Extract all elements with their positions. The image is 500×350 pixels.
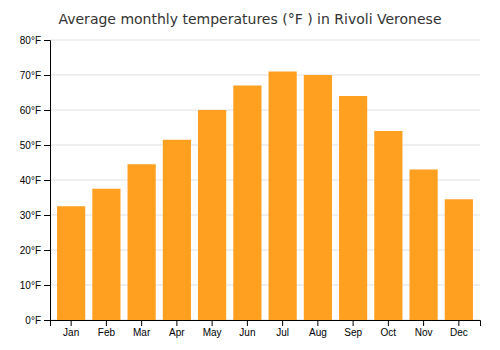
y-tick-label: 30°F	[20, 210, 41, 221]
x-tick-label: Sep	[344, 327, 362, 338]
x-axis-line	[51, 321, 481, 327]
bar	[128, 164, 156, 320]
y-tick: 10°F	[20, 280, 50, 291]
y-axis: 0°F 10°F 20°F 30°F 40°F 50°F 60°F 70°F 80°F	[20, 35, 51, 326]
bar	[445, 199, 473, 320]
x-tick-mark	[458, 320, 459, 326]
x-tick-label: Apr	[169, 327, 185, 338]
bar	[269, 72, 297, 321]
bar	[198, 110, 226, 320]
bar	[339, 96, 367, 320]
bar	[304, 75, 332, 320]
plot-area: 0°F 10°F 20°F 30°F 40°F 50°F 60°F 70°F 80°F Jan Fe…	[20, 35, 481, 338]
y-tick-mark	[44, 75, 50, 76]
x-tick-label: Aug	[309, 327, 327, 338]
y-tick: 60°F	[20, 105, 50, 116]
y-tick-label: 20°F	[20, 245, 41, 256]
y-tick-mark	[44, 145, 50, 146]
x-tick-label: Mar	[133, 327, 151, 338]
x-tick: Sep	[344, 320, 362, 338]
y-tick-label: 40°F	[20, 175, 41, 186]
y-tick: 0°F	[25, 315, 50, 326]
y-tick-mark	[44, 180, 50, 181]
y-tick-label: 70°F	[20, 70, 41, 81]
x-tick-mark	[247, 320, 248, 326]
x-tick-mark	[141, 320, 142, 326]
y-tick-label: 0°F	[25, 315, 41, 326]
x-tick: Aug	[309, 320, 327, 338]
grid	[50, 40, 480, 320]
bar	[92, 189, 120, 320]
x-tick-mark	[282, 320, 283, 326]
x-tick-label: Dec	[450, 327, 468, 338]
y-tick-mark	[44, 250, 50, 251]
y-tick-mark	[44, 110, 50, 111]
x-tick-mark	[106, 320, 107, 326]
y-tick-mark	[44, 320, 50, 321]
grid-line	[50, 110, 480, 111]
x-tick-mark	[423, 320, 424, 326]
grid-line	[50, 40, 480, 41]
x-axis: Jan Feb Mar Apr May Jun Jul Aug Sep Oct Nov Dec	[51, 320, 481, 338]
x-tick: Oct	[381, 320, 397, 338]
x-tick: Mar	[133, 320, 151, 338]
y-tick: 30°F	[20, 210, 50, 221]
x-tick: Jul	[276, 320, 289, 338]
x-tick-label: Nov	[415, 327, 433, 338]
bar	[374, 131, 402, 320]
y-tick-label: 50°F	[20, 140, 41, 151]
x-tick: Apr	[169, 320, 185, 338]
x-tick: Nov	[415, 320, 433, 338]
bar	[163, 140, 191, 320]
x-tick-mark	[317, 320, 318, 326]
x-tick: Jan	[63, 320, 79, 338]
x-tick-mark	[353, 320, 354, 326]
x-tick-label: Jun	[239, 327, 255, 338]
y-axis-line	[44, 41, 51, 321]
bar	[410, 170, 438, 321]
y-tick: 40°F	[20, 175, 50, 186]
x-tick-label: Feb	[98, 327, 116, 338]
x-tick: Dec	[450, 320, 468, 338]
y-tick: 50°F	[20, 140, 50, 151]
title: Average monthly temperatures (°F ) in Ri…	[58, 11, 441, 27]
x-tick-label: Oct	[381, 327, 397, 338]
x-tick-label: Jan	[63, 327, 79, 338]
x-tick: May	[203, 320, 222, 338]
y-tick: 80°F	[20, 35, 50, 46]
grid-line	[50, 75, 480, 76]
x-tick-mark	[71, 320, 72, 326]
bars	[57, 72, 473, 321]
bar	[233, 86, 261, 321]
x-tick-mark	[388, 320, 389, 326]
y-tick-mark	[44, 40, 50, 41]
y-tick-label: 10°F	[20, 280, 41, 291]
x-tick: Feb	[98, 320, 116, 338]
chart: 0°F 10°F 20°F 30°F 40°F 50°F 60°F 70°F 80°F Jan Fe…	[0, 0, 500, 350]
grid-line	[50, 145, 480, 146]
y-tick-label: 80°F	[20, 35, 41, 46]
x-tick-label: May	[203, 327, 222, 338]
x-tick-mark	[212, 320, 213, 326]
bar	[57, 206, 85, 320]
y-tick: 70°F	[20, 70, 50, 81]
x-tick-mark	[176, 320, 177, 326]
x-tick: Jun	[239, 320, 255, 338]
y-tick-mark	[44, 215, 50, 216]
x-tick-label: Jul	[276, 327, 289, 338]
y-tick-mark	[44, 285, 50, 286]
y-tick: 20°F	[20, 245, 50, 256]
y-tick-label: 60°F	[20, 105, 41, 116]
